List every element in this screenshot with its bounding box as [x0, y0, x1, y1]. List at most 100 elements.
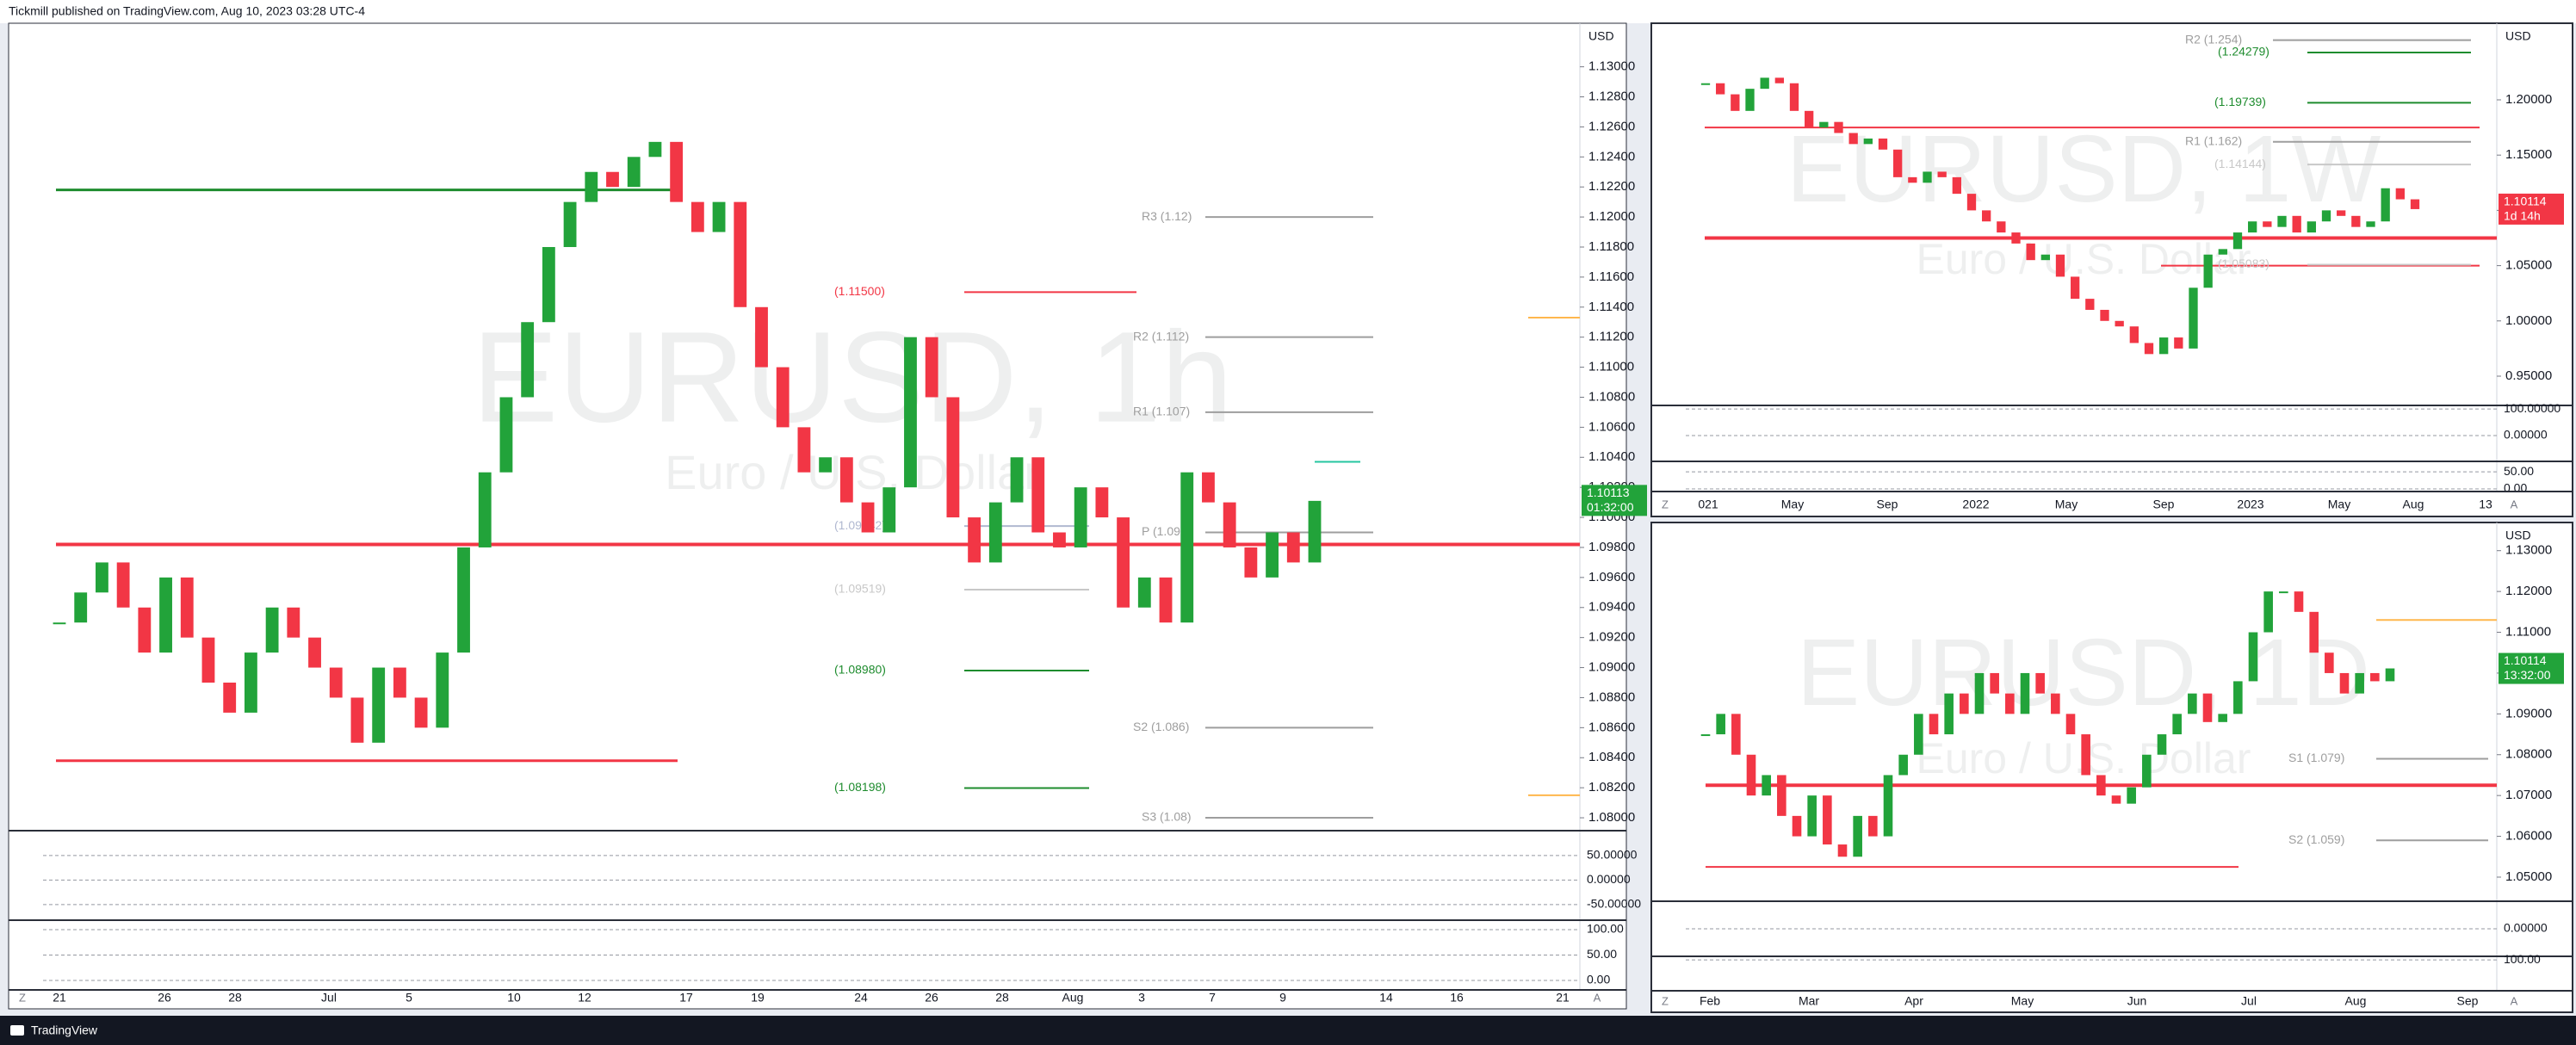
pivot-label: (1.09519)	[834, 582, 886, 596]
candle	[2248, 632, 2258, 682]
y-tick-label: 1.05000	[2505, 869, 2552, 884]
candle	[2232, 232, 2243, 250]
y-tick-label: 1.08600	[1588, 720, 1635, 734]
candle	[1853, 815, 1862, 857]
y-tick-label: 1.13000	[1588, 59, 1635, 74]
y-tick-label: 1.20000	[2505, 92, 2552, 107]
pivot-label: S2 (1.059)	[2288, 832, 2344, 846]
candle	[2355, 672, 2364, 694]
currency: USD	[2505, 529, 2531, 542]
candle	[1731, 714, 1741, 755]
candle	[2096, 775, 2106, 796]
candle	[819, 457, 833, 473]
y-tick-label: 1.13000	[2505, 543, 2552, 558]
candle	[2294, 591, 2304, 612]
candle	[53, 622, 66, 625]
y-tick-label: 1.08000	[1588, 810, 1635, 825]
x-tick-label: 28	[228, 991, 242, 1005]
panel	[8, 22, 1627, 1010]
candle	[2202, 693, 2213, 722]
y-tick-label: 1.11600	[1588, 269, 1634, 284]
auto-button[interactable]: A	[1594, 991, 1601, 1004]
candle	[1937, 171, 1947, 177]
candle	[1982, 210, 1991, 222]
watermark-symbol: EURUSD, 1W	[1786, 116, 2381, 222]
candle	[457, 547, 470, 653]
x-tick-label: May	[2055, 498, 2078, 511]
zoom-button[interactable]: Z	[1662, 994, 1669, 1007]
candle	[308, 637, 321, 668]
candle	[1878, 138, 1888, 150]
auto-button[interactable]: A	[2511, 994, 2518, 1007]
countdown: 1d 14h	[2504, 209, 2541, 223]
candle	[1863, 138, 1873, 145]
pivot-label: R3 (1.12)	[1142, 209, 1192, 223]
pivot-label: S3 (1.08)	[1142, 810, 1192, 824]
candle	[180, 577, 194, 638]
pivot-label: R2 (1.112)	[1133, 329, 1189, 343]
y-tick-label: 1.08000	[2505, 747, 2552, 762]
candle	[116, 562, 130, 608]
watermark-description: Euro / U.S. Dollar	[1916, 235, 2251, 283]
y-tick-label: 1.10400	[1588, 449, 1635, 464]
candle	[1819, 121, 1829, 128]
candle	[690, 201, 704, 232]
candle	[797, 427, 811, 473]
auto-button[interactable]: A	[2511, 498, 2518, 510]
candle	[670, 141, 684, 202]
candle	[1031, 457, 1045, 533]
zoom-button[interactable]: Z	[19, 991, 26, 1004]
candle	[2144, 343, 2154, 355]
candle	[1807, 795, 1817, 837]
candle	[1159, 577, 1173, 623]
candle	[2115, 320, 2124, 327]
candle	[988, 502, 1002, 563]
pivot-label: R1 (1.162)	[2185, 133, 2242, 147]
currency: USD	[2505, 29, 2531, 43]
y-tick-label: 1.15000	[2505, 147, 2552, 162]
x-tick-label: 10	[507, 991, 521, 1005]
candle	[1974, 672, 1985, 714]
candle	[1837, 844, 1848, 857]
x-tick-label: 26	[158, 991, 171, 1005]
candle	[393, 667, 406, 698]
pivot-label: (1.08198)	[834, 780, 886, 794]
candle	[2248, 221, 2257, 233]
candle	[1823, 795, 1832, 845]
candle	[1700, 734, 1711, 737]
candle	[287, 607, 300, 638]
candle	[1834, 121, 1843, 133]
x-tick-label: Sep	[1877, 498, 1898, 511]
y-tick-label: 1.09200	[1588, 630, 1635, 645]
candle	[2381, 188, 2390, 222]
candle	[2065, 714, 2076, 735]
candle	[2005, 693, 2015, 714]
candle	[1180, 472, 1194, 623]
candle	[1716, 714, 1725, 735]
countdown: 13:32:00	[2504, 668, 2551, 682]
candle	[1789, 83, 1799, 111]
candle	[159, 577, 172, 653]
candle	[2321, 210, 2331, 222]
candle	[1137, 577, 1151, 608]
candle	[1074, 487, 1087, 547]
candle	[499, 397, 513, 473]
candle	[2325, 652, 2334, 673]
candle	[2263, 221, 2272, 227]
y-tick-label: 1.12000	[1588, 209, 1635, 224]
candle	[1868, 815, 1878, 837]
zoom-button[interactable]: Z	[1662, 498, 1669, 510]
x-tick-label: 17	[679, 991, 693, 1005]
candle	[2309, 611, 2319, 653]
candle	[542, 246, 555, 323]
x-tick-label: 14	[1379, 991, 1393, 1005]
candle	[1966, 194, 1977, 211]
candle	[1223, 502, 1236, 547]
candle	[2307, 221, 2316, 233]
countdown: 01:32:00	[1587, 500, 1634, 514]
y-tick-label: 1.11400	[1588, 300, 1634, 314]
footer-bar	[0, 1016, 2576, 1045]
candle	[2040, 254, 2050, 261]
candle	[1010, 457, 1024, 503]
pivot-label: (1.05083)	[2218, 257, 2269, 270]
